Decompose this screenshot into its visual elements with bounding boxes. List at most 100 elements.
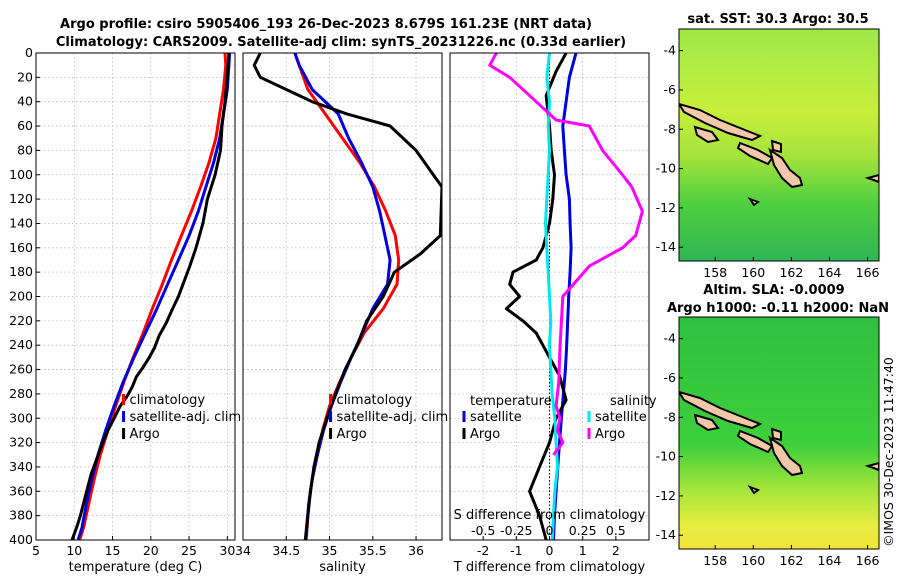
temperature-legend-label: climatology	[130, 393, 206, 408]
difference-x2-tick-label: 0.5	[606, 523, 626, 538]
sla-map-title1: Altim. SLA: -0.0009	[703, 283, 844, 298]
salinity-x-tick-label: 34	[235, 543, 251, 558]
y-tick-label: 40	[17, 94, 33, 109]
map-y-tick-label: -14	[656, 239, 676, 254]
map-y-tick-label: -10	[656, 449, 676, 464]
temperature-x-tick-label: 5	[32, 543, 40, 558]
map-x-tick-label: 158	[703, 265, 727, 280]
map-y-tick-label: -10	[656, 161, 676, 176]
sla-map-frame	[678, 316, 880, 550]
map-x-tick-label: 166	[856, 265, 880, 280]
salinity-series-argo	[252, 53, 442, 540]
map-x-tick-label: 164	[818, 265, 842, 280]
map-x-tick-label: 160	[741, 553, 765, 568]
y-tick-label: 240	[9, 337, 33, 352]
y-tick-label: 0	[25, 45, 33, 60]
temperature-series-argo	[70, 53, 231, 540]
y-tick-label: 260	[9, 362, 33, 377]
difference-legend-label: satellite	[470, 410, 522, 425]
difference-x2-tick-label: 0.25	[569, 523, 597, 538]
difference-x2-tick-label: -0.5	[471, 523, 495, 538]
difference-legend-sal-header: salinity	[610, 394, 657, 409]
map-x-tick-label: 166	[856, 553, 880, 568]
salinity-legend-label: climatology	[337, 393, 413, 408]
temperature-x-tick-label: 15	[105, 543, 121, 558]
map-x-tick-label: 160	[741, 265, 765, 280]
difference-x2-tick-label: 0	[546, 523, 554, 538]
temperature-x-tick-label: 20	[143, 543, 159, 558]
sst-map-panel: sat. SST: 30.3 Argo: 30.5	[656, 12, 880, 280]
difference-x2-axis-label: S difference from climatology	[454, 508, 646, 523]
sst-map-title: sat. SST: 30.3 Argo: 30.5	[687, 12, 868, 27]
salinity-x-tick-label: 35.5	[359, 543, 387, 558]
temperature-legend-label: satellite-adj. clim	[130, 410, 242, 425]
difference-x-tick-label: -2	[477, 543, 489, 558]
difference-series-group	[488, 53, 644, 540]
y-tick-label: 160	[9, 240, 33, 255]
y-tick-label: 280	[9, 386, 33, 401]
temperature-panel: 5 10 15 20 25 30 temperature (deg C) 0 20 40 60 80 1…	[9, 45, 242, 575]
temperature-legend-label: Argo	[130, 427, 160, 442]
sla-map-axes: 158 160 162 164 166 -4 -6 -8 -10 -12 -14	[656, 331, 880, 568]
map-y-tick-label: -8	[664, 121, 677, 136]
y-tick-label: 100	[9, 167, 33, 182]
y-tick-label: 80	[17, 142, 33, 157]
y-tick-label: 200	[9, 289, 33, 304]
difference-x-tick-label: -1	[510, 543, 522, 558]
y-tick-label: 380	[9, 508, 33, 523]
map-x-tick-label: 162	[779, 553, 803, 568]
difference-legend-label: satellite	[595, 410, 647, 425]
difference-series-s-argo	[488, 53, 644, 456]
sla-map-panel: Altim. SLA: -0.0009 Argo h1000: -0.11 h2…	[656, 283, 889, 568]
map-y-tick-label: -12	[656, 200, 676, 215]
difference-x-tick-label: 2	[612, 543, 620, 558]
y-tick-label: 340	[9, 459, 33, 474]
salinity-frame	[242, 52, 443, 541]
sst-map-frame	[678, 28, 880, 262]
temperature-x-tick-label: 10	[66, 543, 82, 558]
salinity-legend-label: satellite-adj. clim	[337, 410, 449, 425]
salinity-x-tick-label: 36	[408, 543, 424, 558]
y-tick-label: 20	[17, 69, 33, 84]
temperature-series-climatology	[78, 53, 228, 540]
map-x-tick-label: 162	[779, 265, 803, 280]
difference-series-t-satellite	[552, 53, 578, 540]
map-y-tick-label: -8	[664, 409, 677, 424]
map-y-tick-label: -14	[656, 527, 676, 542]
map-y-tick-label: -6	[664, 82, 677, 97]
difference-series-t-argo	[504, 53, 568, 540]
difference-legend-label: Argo	[595, 427, 625, 442]
y-tick-label: 180	[9, 264, 33, 279]
map-x-tick-label: 164	[818, 553, 842, 568]
sla-map-title2: Argo h1000: -0.11 h2000: NaN	[667, 301, 889, 316]
difference-x-axis-label: T difference from climatology	[453, 560, 646, 575]
y-tick-label: 120	[9, 191, 33, 206]
sst-map-coast	[679, 102, 879, 207]
salinity-x-tick-label: 34.5	[272, 543, 300, 558]
y-tick-label: 300	[9, 410, 33, 425]
y-tick-label: 360	[9, 483, 33, 498]
sla-map-coast	[679, 390, 879, 495]
salinity-panel: 34 34.5 35 35.5 36 salinity climatology satelli…	[235, 52, 449, 575]
salinity-x-tick-label: 35	[322, 543, 338, 558]
map-y-tick-label: -4	[664, 331, 677, 346]
difference-panel: -2 -1 0 1 2 T difference from climatology S di…	[449, 52, 657, 575]
salinity-legend-label: Argo	[337, 427, 367, 442]
y-tick-label: 400	[9, 532, 33, 547]
difference-series-s-satellite	[544, 53, 559, 540]
title-line2: Climatology: CARS2009. Satellite-adj cli…	[56, 35, 626, 50]
map-y-tick-label: -4	[664, 43, 677, 58]
temperature-x-tick-label: 25	[181, 543, 197, 558]
difference-x-tick-label: 1	[579, 543, 587, 558]
temperature-x-axis-label: temperature (deg C)	[69, 560, 203, 575]
difference-legend-label: Argo	[470, 427, 500, 442]
title-line1: Argo profile: csiro 5905406_193 26-Dec-2…	[60, 17, 592, 32]
map-x-tick-label: 158	[703, 553, 727, 568]
difference-legend-temp-header: temperature	[470, 394, 552, 409]
salinity-series-group	[252, 53, 442, 540]
map-y-tick-label: -12	[656, 488, 676, 503]
temperature-x-tick-label: 30	[219, 543, 235, 558]
difference-x-tick-label: 0	[546, 543, 554, 558]
map-y-tick-label: -6	[664, 370, 677, 385]
